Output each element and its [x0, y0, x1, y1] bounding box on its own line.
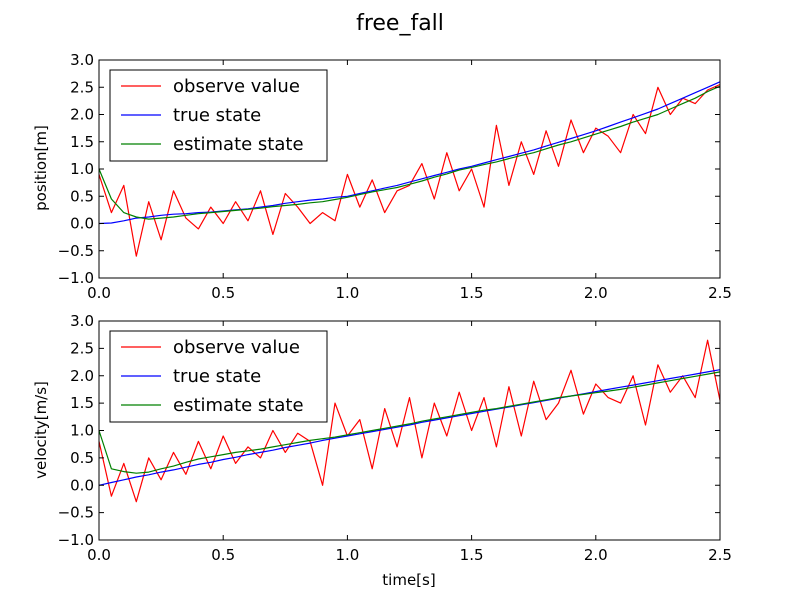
velocity-ytick-label: −0.5: [58, 504, 94, 522]
velocity-ytick-label: 0.0: [70, 476, 94, 494]
position-ytick-label: 2.5: [70, 78, 94, 96]
velocity-ytick-label: 2.0: [70, 367, 94, 385]
position-panel: position[m] 0.0 0.5 1.0 1.5 2.0 2.5−1.0−0.50.…: [32, 51, 732, 302]
velocity-axes: 0.0 0.5 1.0 1.5 2.0 2.5 −1.0 −0.5 0.0 0.5 1.0 1.5 2.…: [58, 312, 732, 564]
position-xtick-label: 2.5: [708, 284, 732, 302]
velocity-ytick-label: −1.0: [58, 531, 94, 549]
position-xtick-label: 1.5: [460, 284, 484, 302]
velocity-ytick-label: 2.5: [70, 339, 94, 357]
position-ytick-label: 1.0: [70, 160, 94, 178]
position-series-group: [98, 81, 721, 257]
position-ytick-label: 0.0: [70, 215, 94, 233]
position-ytick-label: 1.5: [70, 133, 94, 151]
figure-title: free_fall: [356, 11, 444, 36]
position-series-observe-line: [98, 83, 721, 257]
velocity-ytick-label: 3.0: [70, 312, 94, 330]
position-legend-label-estimate: estimate state: [173, 134, 304, 155]
velocity-series-group: [98, 339, 721, 503]
velocity-xtick-label: 0.5: [211, 546, 235, 564]
position-legend: observe value true state estimate state: [109, 69, 328, 162]
position-ytick-label: 0.5: [70, 187, 94, 205]
velocity-ytick-label: 1.5: [70, 394, 94, 412]
position-ylabel: position[m]: [32, 125, 50, 211]
velocity-legend-label-estimate: estimate state: [173, 395, 304, 416]
velocity-ytick-label: 1.0: [70, 422, 94, 440]
velocity-series-observe-line: [98, 339, 721, 503]
velocity-xtick-label: 1.0: [335, 546, 359, 564]
position-ytick-label: 3.0: [70, 51, 94, 69]
position-ytick-label: −1.0: [58, 269, 94, 287]
position-xtick-label: 1.0: [335, 284, 359, 302]
velocity-series-estimate-line: [98, 371, 721, 474]
velocity-xtick-label: 2.0: [584, 546, 608, 564]
velocity-legend-label-true: true state: [173, 366, 261, 387]
position-xtick-label: 2.0: [584, 284, 608, 302]
position-xtick-label: 0.5: [211, 284, 235, 302]
velocity-legend-label-observe: observe value: [173, 337, 300, 358]
velocity-legend: observe value true state estimate state: [109, 330, 328, 423]
position-xtick-label: 0.0: [87, 284, 111, 302]
velocity-xlabel: time[s]: [382, 571, 435, 589]
position-series-true-line: [98, 81, 721, 225]
position-ytick-label: −0.5: [58, 242, 94, 260]
velocity-ylabel: velocity[m/s]: [32, 381, 50, 479]
velocity-xtick-label: 2.5: [708, 546, 732, 564]
velocity-panel: velocity[m/s] time[s] 0.0 0.5 1.0 1.5 2.0 2.5…: [32, 312, 732, 589]
velocity-xtick-label: 0.0: [87, 546, 111, 564]
position-axes: 0.0 0.5 1.0 1.5 2.0 2.5 −1.0 −0.5 0.0 0.5 1.0 1.5 2.…: [58, 51, 732, 302]
velocity-ytick-label: 0.5: [70, 449, 94, 467]
position-legend-label-observe: observe value: [173, 76, 300, 97]
position-legend-label-true: true state: [173, 105, 261, 126]
position-ytick-label: 2.0: [70, 106, 94, 124]
position-series-estimate-line: [98, 85, 721, 220]
velocity-xtick-label: 1.5: [460, 546, 484, 564]
velocity-series-true-line: [98, 369, 721, 486]
